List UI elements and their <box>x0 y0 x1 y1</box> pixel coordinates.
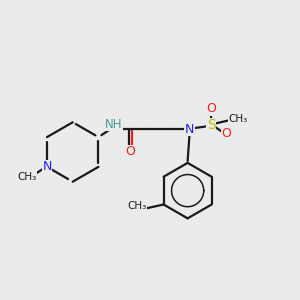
Text: CH₃: CH₃ <box>229 114 248 124</box>
Text: O: O <box>221 127 231 140</box>
Text: CH₃: CH₃ <box>17 172 37 182</box>
Text: N: N <box>42 160 52 173</box>
Text: CH₃: CH₃ <box>127 202 146 212</box>
Text: S: S <box>207 118 216 132</box>
Text: O: O <box>125 146 135 158</box>
Text: O: O <box>206 102 216 115</box>
Text: NH: NH <box>105 118 122 131</box>
Text: N: N <box>185 123 194 136</box>
